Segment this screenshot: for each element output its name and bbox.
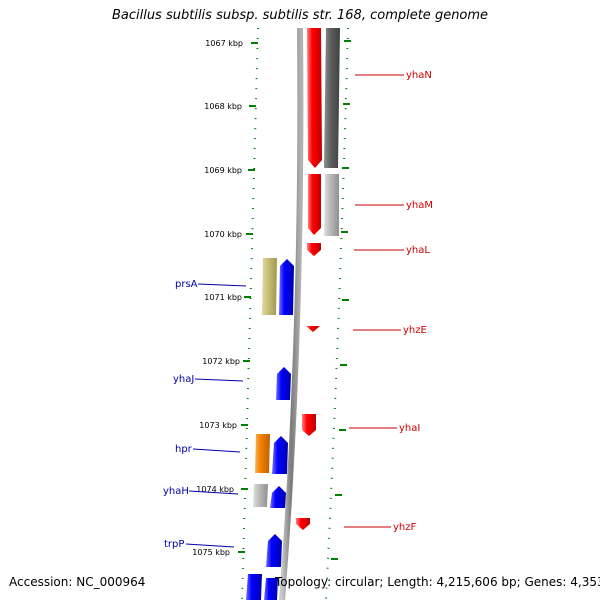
label-leader-hpr: [192, 448, 241, 453]
outer-right-track-line: [325, 27, 349, 601]
scale-label: 1068 kbp: [204, 102, 242, 111]
accession-text: Accession: NC_000964: [9, 575, 146, 589]
label-leader-trpP: [185, 543, 235, 548]
gene-label-trpP[interactable]: trpP: [164, 539, 184, 550]
gene-label-prsA[interactable]: prsA: [175, 279, 198, 290]
cog-block-hpr: [255, 434, 270, 473]
gene-yhaL[interactable]: [307, 243, 321, 256]
forward-gene-labels: prsA yhaJ hpr yhaH trpP: [163, 279, 247, 550]
scale-label: 1072 kbp: [202, 357, 240, 366]
gene-next[interactable]: [264, 578, 278, 600]
scale-label: 1070 kbp: [204, 230, 242, 239]
track-boundaries: [241, 27, 349, 601]
gene-label-yhaI[interactable]: yhaI: [399, 423, 420, 434]
reverse-genes: [296, 28, 322, 530]
gene-label-yhaN[interactable]: yhaN: [406, 70, 432, 81]
cog-block-next: [246, 574, 262, 600]
gene-label-yhaH[interactable]: yhaH: [163, 486, 189, 497]
reverse-track-ticks: [331, 40, 351, 560]
cog-block-yhaM: [324, 174, 339, 236]
cog-block-prsA: [262, 258, 277, 315]
gene-label-yhaM[interactable]: yhaM: [406, 200, 433, 211]
label-leader-yhaJ: [194, 378, 244, 382]
genome-title: Bacillus subtilis subsp. subtilis str. 1…: [111, 8, 489, 23]
gene-yhaJ[interactable]: [276, 367, 291, 400]
genome-backbone: [279, 27, 304, 601]
scale-label: 1069 kbp: [204, 166, 242, 175]
gene-yhzF[interactable]: [296, 518, 310, 530]
scale-label: 1071 kbp: [204, 293, 242, 302]
gene-trpP[interactable]: [266, 534, 282, 567]
scale-label: 1075 kbp: [192, 548, 230, 557]
gene-label-yhzF[interactable]: yhzF: [393, 522, 417, 533]
label-leader-prsA: [197, 283, 247, 287]
gene-label-yhzE[interactable]: yhzE: [403, 325, 427, 336]
scale-label: 1073 kbp: [199, 421, 237, 430]
gene-hpr[interactable]: [272, 436, 288, 474]
gene-label-yhaL[interactable]: yhaL: [406, 245, 430, 256]
gene-yhaN[interactable]: [307, 28, 322, 168]
scale-label: 1074 kbp: [196, 485, 234, 494]
outer-left-track-line: [241, 27, 259, 601]
gene-yhaI[interactable]: [302, 414, 316, 436]
gene-label-yhaJ[interactable]: yhaJ: [173, 374, 194, 385]
cog-block-yhaN: [324, 28, 340, 168]
gene-label-hpr[interactable]: hpr: [175, 444, 193, 455]
reverse-gene-labels: yhaN yhaM yhaL yhzE yhaI yhzF: [344, 70, 433, 533]
gene-yhaH[interactable]: [270, 486, 286, 508]
scale: 1067 kbp 1068 kbp 1069 kbp 1070 kbp 1071…: [192, 39, 258, 557]
gene-yhaM[interactable]: [308, 174, 321, 235]
label-leader-yhaH: [188, 490, 239, 495]
gene-prsA[interactable]: [279, 259, 294, 315]
gene-yhzE[interactable]: [306, 326, 320, 332]
reverse-cog-track: [324, 28, 340, 236]
forward-cog-track: [246, 258, 277, 600]
scale-label: 1067 kbp: [205, 39, 243, 48]
genome-summary-text: Topology: circular; Length: 4,215,606 bp…: [275, 575, 600, 589]
cog-block-yhaH: [253, 484, 268, 507]
forward-genes: [264, 259, 294, 600]
